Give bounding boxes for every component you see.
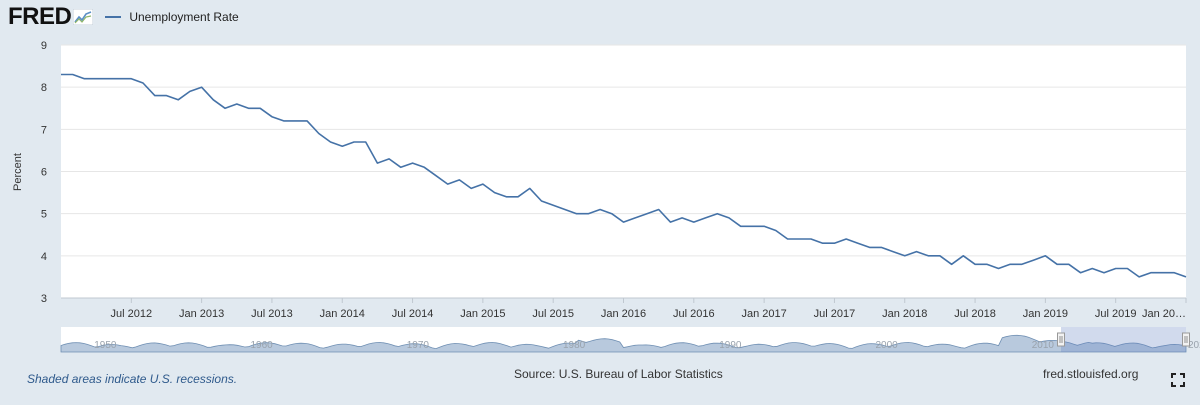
y-tick-label-9: 9 — [41, 40, 47, 52]
navigator-label-1980: 1980 — [563, 340, 586, 351]
fred-logo[interactable]: FRED — [8, 3, 94, 31]
recession-note: Shaded areas indicate U.S. recessions. — [27, 372, 238, 386]
fred-logo-text: FRED — [8, 3, 72, 30]
navigator-label-1950: 1950 — [94, 340, 117, 351]
fred-logo-chart-icon — [73, 9, 94, 25]
legend-series-label: Unemployment Rate — [129, 10, 239, 24]
x-tick-label: Jul 2014 — [392, 308, 434, 320]
y-axis-label: Percent — [12, 153, 24, 191]
legend-series-swatch — [105, 16, 122, 18]
x-tick-label: Jul 2018 — [954, 308, 996, 320]
x-tick-label: Jan 2016 — [601, 308, 646, 320]
navigator-history-area — [60, 334, 1187, 353]
x-axis-ticks: Jul 2012 Jan 2013 Jul 2013 Jan 2014 Jul 2014… — [111, 298, 1187, 320]
x-tick-label: Jul 2016 — [673, 308, 715, 320]
chart-legend[interactable]: Unemployment Rate — [105, 10, 239, 24]
x-tick-label: Jul 2019 — [1095, 308, 1137, 320]
y-tick-label-6: 6 — [41, 167, 47, 179]
navigator-label-1960: 1960 — [251, 340, 274, 351]
data-source: Source: U.S. Bureau of Labor Statistics — [514, 367, 723, 381]
x-tick-label: Jul 2012 — [111, 308, 153, 320]
x-tick-label: Jan 20… — [1142, 308, 1186, 320]
fullscreen-icon[interactable] — [1171, 373, 1185, 387]
navigator-right-handle[interactable] — [1182, 332, 1190, 347]
navigator-label-2000: 2000 — [876, 340, 899, 351]
navigator-selected-range[interactable] — [1061, 327, 1186, 352]
x-tick-label: Jan 2013 — [179, 308, 224, 320]
x-tick-label: Jul 2013 — [251, 308, 293, 320]
x-tick-label: Jan 2018 — [882, 308, 927, 320]
y-axis-ticks: 3 4 5 6 7 8 9 — [41, 40, 47, 305]
navigator-label-1970: 1970 — [407, 340, 430, 351]
navigator-left-handle[interactable] — [1057, 332, 1065, 347]
x-tick-label: Jan 2019 — [1023, 308, 1068, 320]
fred-site-link[interactable]: fred.stlouisfed.org — [1043, 367, 1139, 381]
grid-lines — [61, 44, 1186, 257]
y-tick-label-3: 3 — [41, 293, 47, 305]
chart-canvas: 3 4 5 6 7 8 9 Percent Jul 2012 Jan 2013 Jul 2013… — [12, 40, 1200, 353]
x-tick-label: Jan 2014 — [320, 308, 365, 320]
x-tick-label: Jul 2017 — [814, 308, 856, 320]
chart-header: FRED Unemployment Rate — [8, 3, 239, 31]
navigator-label-2020: 2020 — [1188, 340, 1200, 351]
x-tick-label: Jul 2015 — [532, 308, 574, 320]
time-range-navigator[interactable]: 1950 1960 1970 1980 1990 2000 2010 2020 — [60, 327, 1200, 353]
series-line-unemployment-rate[interactable] — [61, 73, 1187, 278]
navigator-label-1990: 1990 — [719, 340, 742, 351]
y-tick-label-4: 4 — [41, 251, 47, 263]
x-tick-label: Jan 2017 — [741, 308, 786, 320]
y-tick-label-7: 7 — [41, 124, 47, 136]
navigator-label-2010: 2010 — [1032, 340, 1055, 351]
y-tick-label-8: 8 — [41, 82, 47, 94]
navigator-year-labels: 1950 1960 1970 1980 1990 2000 2010 2020 — [94, 340, 1200, 351]
y-tick-label-5: 5 — [41, 209, 47, 221]
x-tick-label: Jan 2015 — [460, 308, 505, 320]
